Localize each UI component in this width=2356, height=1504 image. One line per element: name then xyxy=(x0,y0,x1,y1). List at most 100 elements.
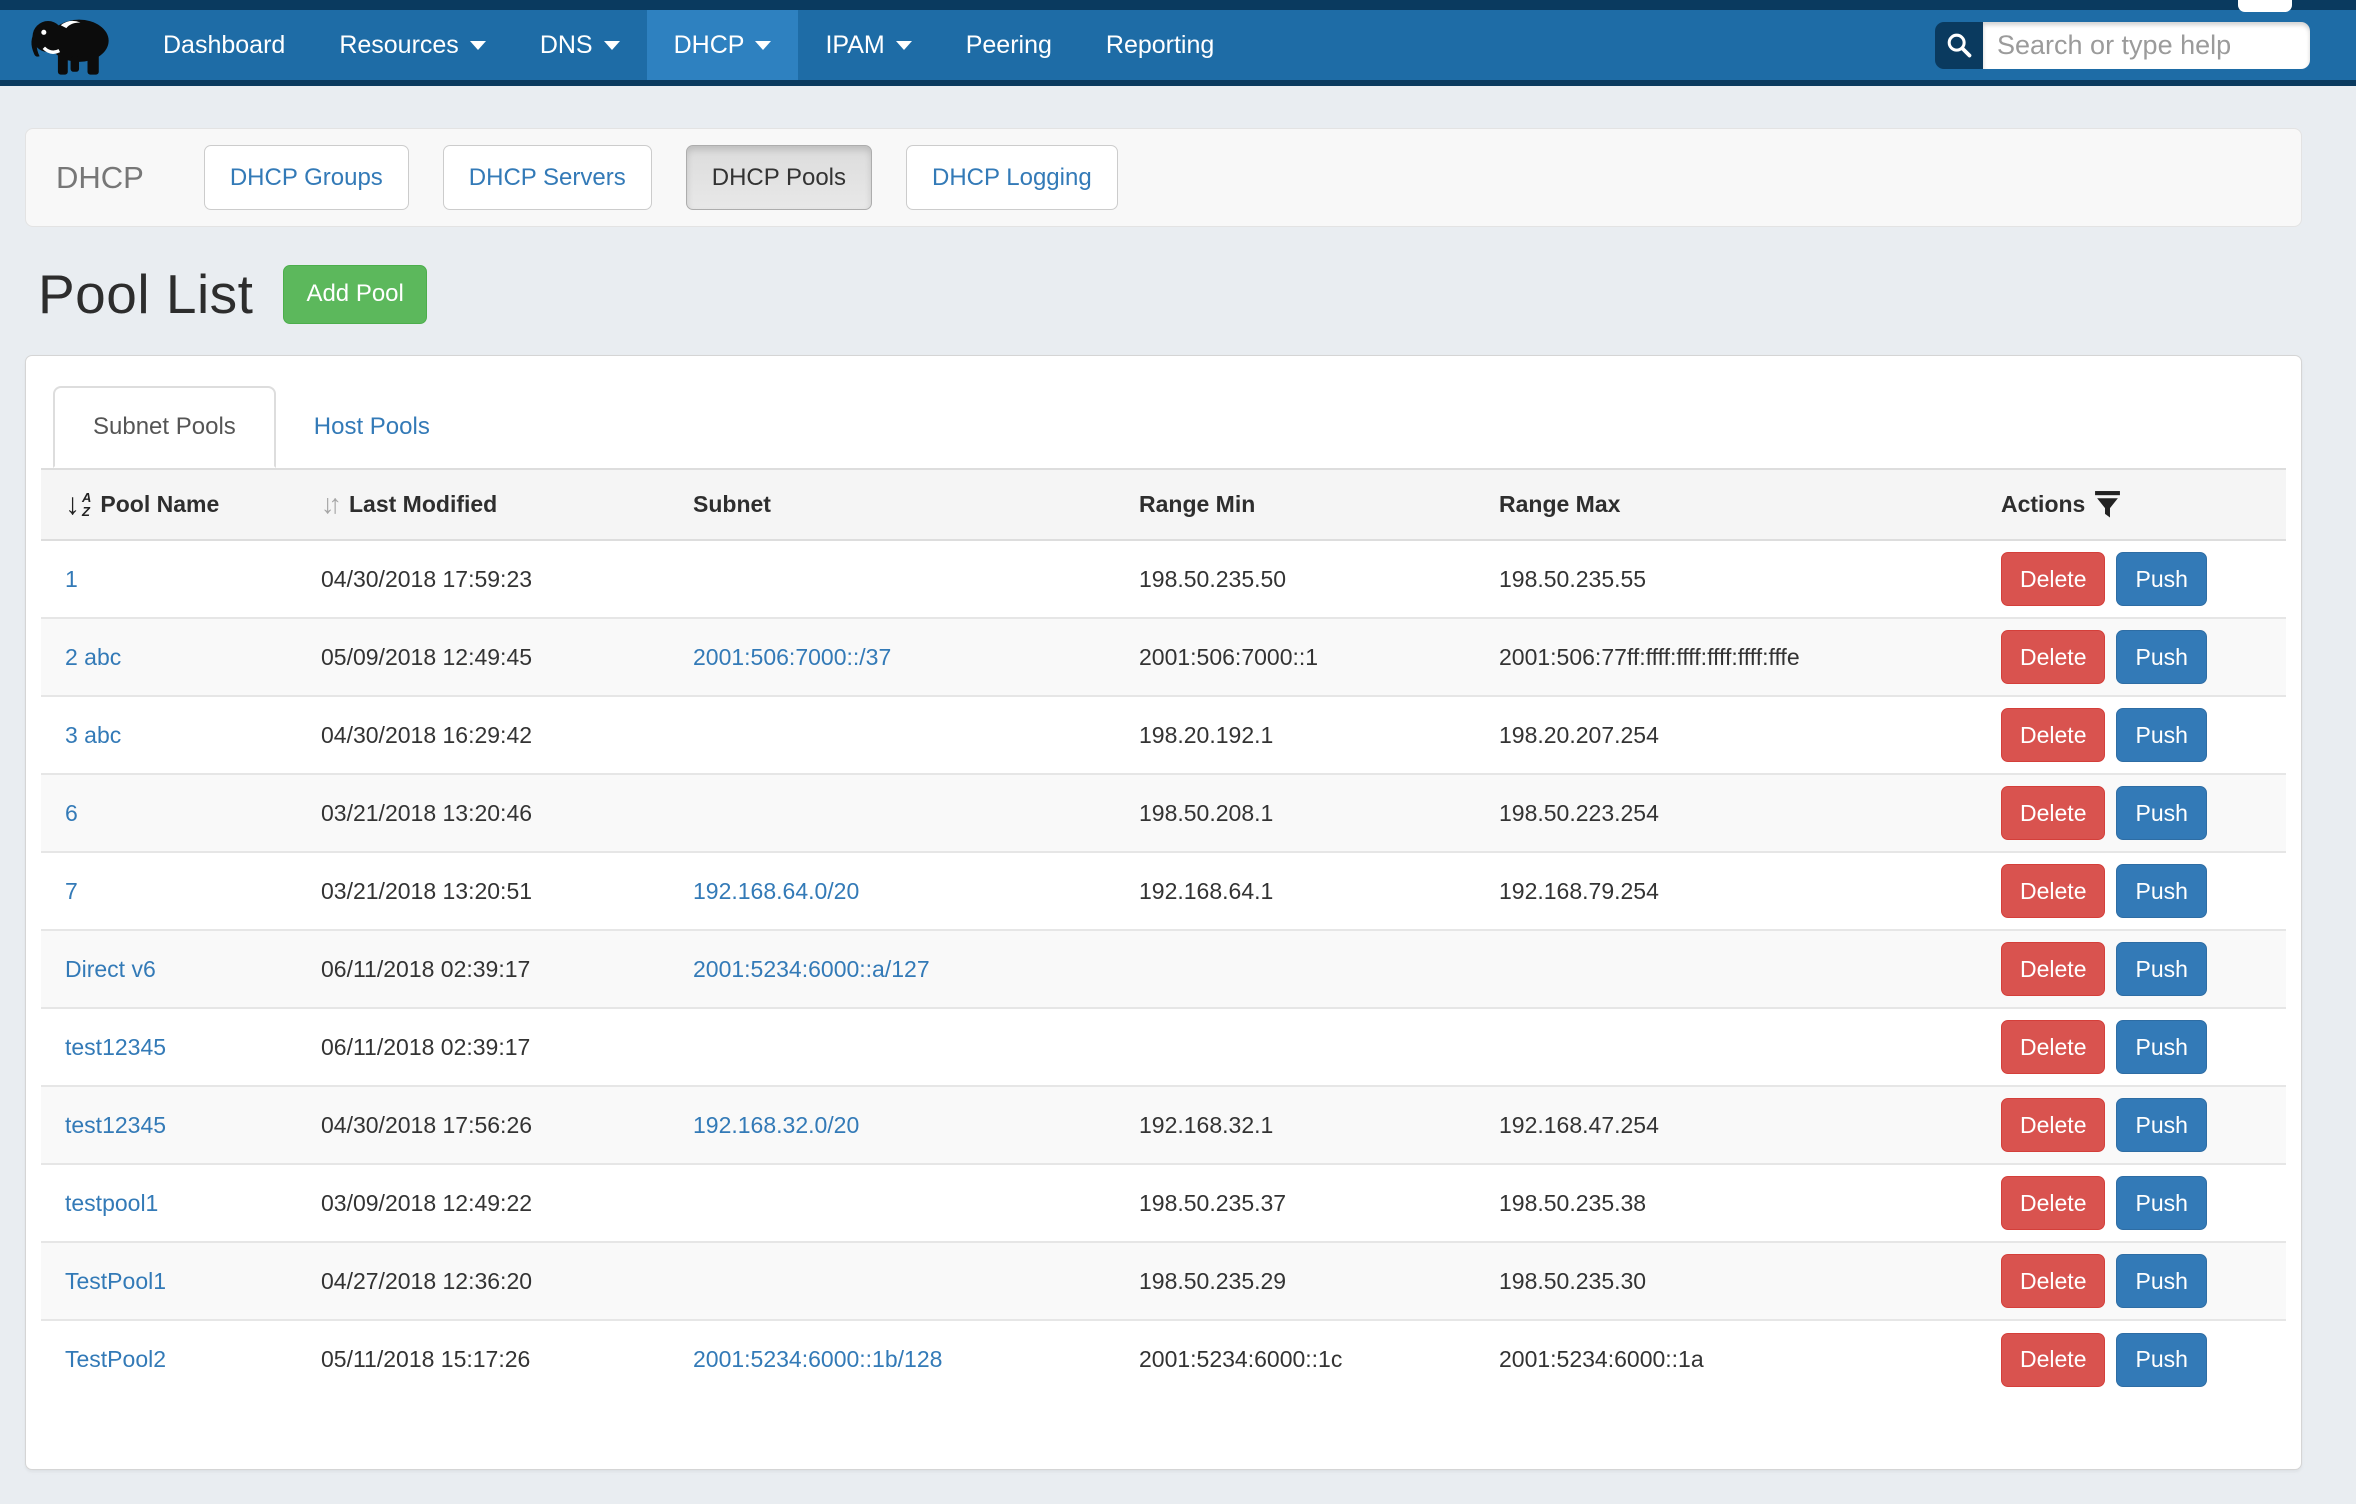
cell-last-modified: 04/27/2018 12:36:20 xyxy=(313,1241,685,1320)
table-row: Direct v6 06/11/2018 02:39:17 2001:5234:60… xyxy=(41,929,2286,1008)
push-button[interactable]: Push xyxy=(2116,786,2207,840)
chevron-down-icon xyxy=(755,40,772,50)
subnet-link[interactable]: 2001:5234:6000::a/127 xyxy=(693,955,930,982)
pool-name-link[interactable]: TestPool2 xyxy=(65,1346,167,1372)
top-edge-strip xyxy=(0,0,2356,10)
push-button[interactable]: Push xyxy=(2116,1332,2207,1387)
chevron-down-icon xyxy=(895,40,912,50)
nav-item-reporting[interactable]: Reporting xyxy=(1079,10,1241,80)
push-button[interactable]: Push xyxy=(2116,1098,2207,1152)
delete-button[interactable]: Delete xyxy=(2001,708,2106,762)
cell-pool-name: 6 xyxy=(41,773,313,852)
pool-name-link[interactable]: 2 abc xyxy=(65,643,122,670)
nav-item-label: Reporting xyxy=(1105,30,1215,59)
nav-item-ipam[interactable]: IPAM xyxy=(798,10,938,80)
subnav-button-dhcp-groups[interactable]: DHCP Groups xyxy=(203,145,409,210)
cell-last-modified: 06/11/2018 02:39:17 xyxy=(313,1007,685,1086)
pool-name-link[interactable]: testpool1 xyxy=(65,1189,159,1216)
subnav-button-dhcp-pools[interactable]: DHCP Pools xyxy=(685,145,873,210)
push-button[interactable]: Push xyxy=(2116,708,2207,762)
search-group xyxy=(1935,10,2310,80)
push-button[interactable]: Push xyxy=(2116,942,2207,996)
push-button[interactable]: Push xyxy=(2116,630,2207,684)
app-logo-wrap[interactable] xyxy=(0,10,136,80)
cell-range-max: 2001:5234:6000::1a xyxy=(1491,1319,1993,1398)
column-header-range-min[interactable]: Range Min xyxy=(1131,470,1491,541)
cell-pool-name: test12345 xyxy=(41,1007,313,1086)
cell-range-max: 198.20.207.254 xyxy=(1491,695,1993,774)
delete-button[interactable]: Delete xyxy=(2001,942,2106,996)
nav-item-label: Peering xyxy=(965,30,1052,59)
sort-letter-a: A xyxy=(82,489,92,505)
column-header-actions[interactable]: Actions xyxy=(1993,470,2286,541)
cell-range-max: 192.168.47.254 xyxy=(1491,1085,1993,1164)
subnav-button-dhcp-servers[interactable]: DHCP Servers xyxy=(442,145,652,210)
subnav-button-dhcp-logging[interactable]: DHCP Logging xyxy=(906,145,1118,210)
cell-last-modified: 05/11/2018 15:17:26 xyxy=(313,1319,685,1398)
subnet-link[interactable]: 2001:506:7000::/37 xyxy=(693,643,892,670)
nav-item-dashboard[interactable]: Dashboard xyxy=(136,10,312,80)
column-header-inner: Range Max xyxy=(1499,491,1985,518)
tab-label: Host Pools xyxy=(313,413,430,440)
subnet-link[interactable]: 2001:5234:6000::1b/128 xyxy=(693,1346,943,1372)
table-row: 6 03/21/2018 13:20:46 198.50.208.1 198.50.2… xyxy=(41,773,2286,852)
cell-subnet xyxy=(685,773,1131,852)
nav-item-peering[interactable]: Peering xyxy=(939,10,1079,80)
filter-funnel-icon[interactable] xyxy=(2094,490,2121,519)
search-input[interactable] xyxy=(1983,21,2310,69)
column-header-pool-name[interactable]: ↓ A Z Pool Name xyxy=(41,470,313,541)
subnet-link[interactable]: 192.168.32.0/20 xyxy=(693,1111,860,1138)
column-header-last-modified[interactable]: ↓↑ Last Modified xyxy=(313,470,685,541)
delete-button[interactable]: Delete xyxy=(2001,630,2106,684)
subnet-link[interactable]: 192.168.64.0/20 xyxy=(693,877,860,904)
column-header-range-max[interactable]: Range Max xyxy=(1491,470,1993,541)
cell-actions: Delete Push xyxy=(1993,1319,2286,1398)
search-icon[interactable] xyxy=(1935,21,1983,69)
cell-range-max: 198.50.223.254 xyxy=(1491,773,1993,852)
cell-range-max: 192.168.79.254 xyxy=(1491,851,1993,930)
cell-range-max: 2001:506:77ff:ffff:ffff:ffff:ffff:fffe xyxy=(1491,617,1993,696)
push-button[interactable]: Push xyxy=(2116,552,2207,606)
cell-actions: Delete Push xyxy=(1993,1085,2286,1164)
cell-subnet xyxy=(685,695,1131,774)
pool-name-link[interactable]: test12345 xyxy=(65,1111,167,1138)
nav-item-dhcp[interactable]: DHCP xyxy=(646,10,799,80)
pool-name-link[interactable]: 7 xyxy=(65,877,78,904)
pool-name-link[interactable]: test12345 xyxy=(65,1033,167,1060)
cell-subnet: 2001:506:7000::/37 xyxy=(685,617,1131,696)
delete-button[interactable]: Delete xyxy=(2001,552,2106,606)
sort-updown-icon[interactable]: ↓↑ xyxy=(321,489,342,519)
push-button[interactable]: Push xyxy=(2116,1254,2207,1308)
sort-alpha-desc-icon[interactable]: ↓ A Z xyxy=(65,489,92,520)
pool-tabs: Subnet Pools Host Pools xyxy=(41,386,2286,470)
delete-button[interactable]: Delete xyxy=(2001,1332,2106,1387)
add-pool-button[interactable]: Add Pool xyxy=(283,264,427,324)
push-button[interactable]: Push xyxy=(2116,864,2207,918)
table-row: TestPool2 05/11/2018 15:17:26 2001:5234:60… xyxy=(41,1319,2286,1398)
tab-host-pools[interactable]: Host Pools xyxy=(276,386,468,468)
pool-name-link[interactable]: 1 xyxy=(65,565,78,592)
delete-button[interactable]: Delete xyxy=(2001,1098,2106,1152)
nav-item-resources[interactable]: Resources xyxy=(312,10,513,80)
nav-item-dns[interactable]: DNS xyxy=(513,10,647,80)
column-header-subnet[interactable]: Subnet xyxy=(685,470,1131,541)
delete-button[interactable]: Delete xyxy=(2001,1176,2106,1230)
pool-name-link[interactable]: 3 abc xyxy=(65,721,122,748)
chevron-down-icon xyxy=(603,40,620,50)
cell-subnet: 192.168.32.0/20 xyxy=(685,1085,1131,1164)
delete-button[interactable]: Delete xyxy=(2001,864,2106,918)
delete-button[interactable]: Delete xyxy=(2001,1020,2106,1074)
pool-name-link[interactable]: TestPool1 xyxy=(65,1267,167,1294)
delete-button[interactable]: Delete xyxy=(2001,786,2106,840)
tab-subnet-pools[interactable]: Subnet Pools xyxy=(53,386,276,468)
cell-range-max xyxy=(1491,1007,1993,1086)
delete-button[interactable]: Delete xyxy=(2001,1254,2106,1308)
cell-actions: Delete Push xyxy=(1993,1007,2286,1086)
push-button[interactable]: Push xyxy=(2116,1020,2207,1074)
table-row: 1 04/30/2018 17:59:23 198.50.235.50 198.50.… xyxy=(41,540,2286,618)
cell-subnet xyxy=(685,1007,1131,1086)
pool-name-link[interactable]: 6 xyxy=(65,799,78,826)
pool-name-link[interactable]: Direct v6 xyxy=(65,955,156,982)
push-button[interactable]: Push xyxy=(2116,1176,2207,1230)
cell-pool-name: 2 abc xyxy=(41,617,313,696)
